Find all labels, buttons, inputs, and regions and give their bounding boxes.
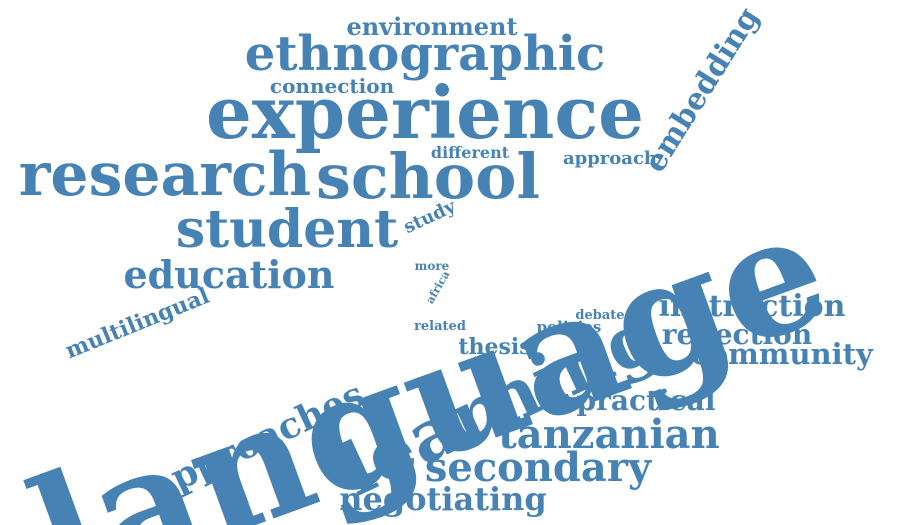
word-approach: approach bbox=[563, 148, 657, 169]
word-student: student bbox=[176, 199, 398, 260]
word-debate: debate bbox=[575, 308, 624, 323]
word-research: research bbox=[19, 140, 311, 210]
word-thesis: thesis bbox=[458, 334, 531, 360]
word-school: school bbox=[316, 140, 540, 213]
word-experience: experience bbox=[206, 70, 644, 155]
word-negotiating: negotiating bbox=[339, 480, 547, 518]
word-more: more bbox=[415, 259, 450, 273]
word-community: community bbox=[691, 337, 874, 371]
word-environment: environment bbox=[346, 12, 517, 41]
word-reflection: reflection bbox=[662, 318, 812, 351]
word-ethnographic: ethnographic bbox=[245, 26, 605, 82]
word-education: education bbox=[123, 252, 334, 297]
word-related: related bbox=[414, 319, 466, 334]
word-policies: policies bbox=[537, 318, 602, 336]
word-connection: connection bbox=[270, 74, 395, 98]
word-instruction: instruction bbox=[659, 289, 846, 324]
word-different: different bbox=[431, 143, 510, 162]
word-practical: practical bbox=[577, 384, 716, 417]
word-secondary: secondary bbox=[425, 444, 653, 491]
word-tanzanian: tanzanian bbox=[498, 411, 719, 458]
